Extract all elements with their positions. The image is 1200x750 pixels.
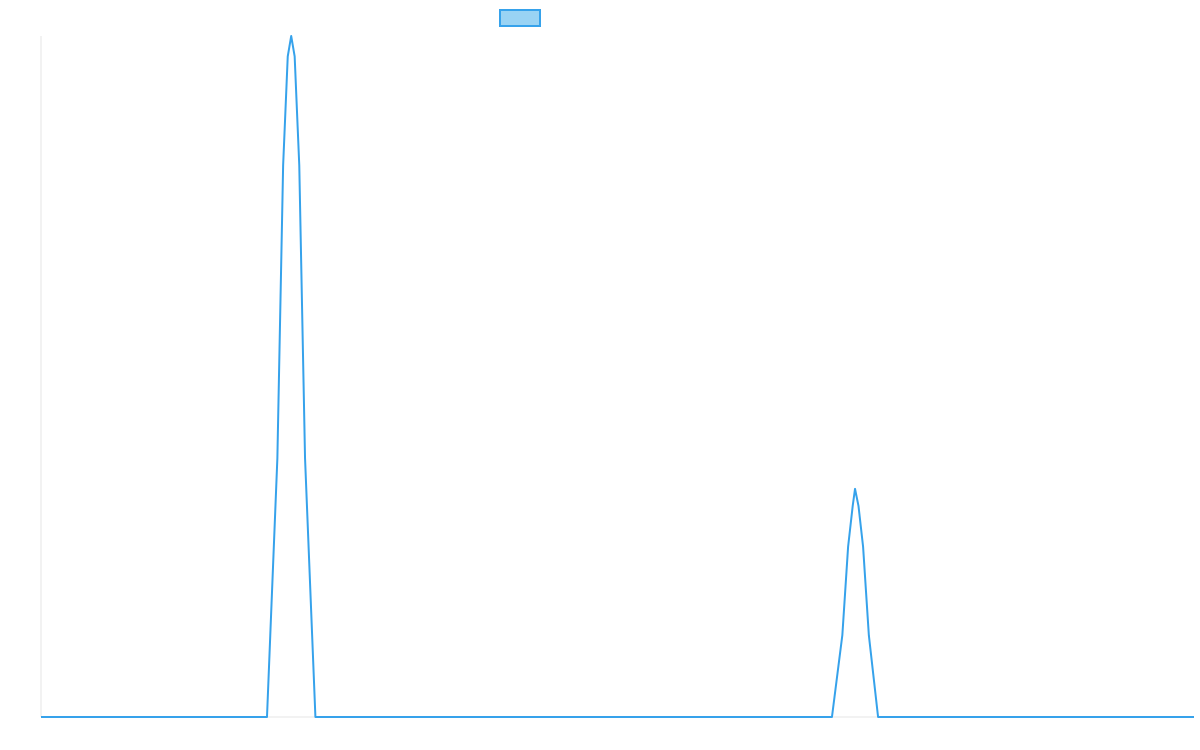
legend-swatch[interactable] — [499, 9, 541, 27]
series-line — [41, 35, 1194, 718]
